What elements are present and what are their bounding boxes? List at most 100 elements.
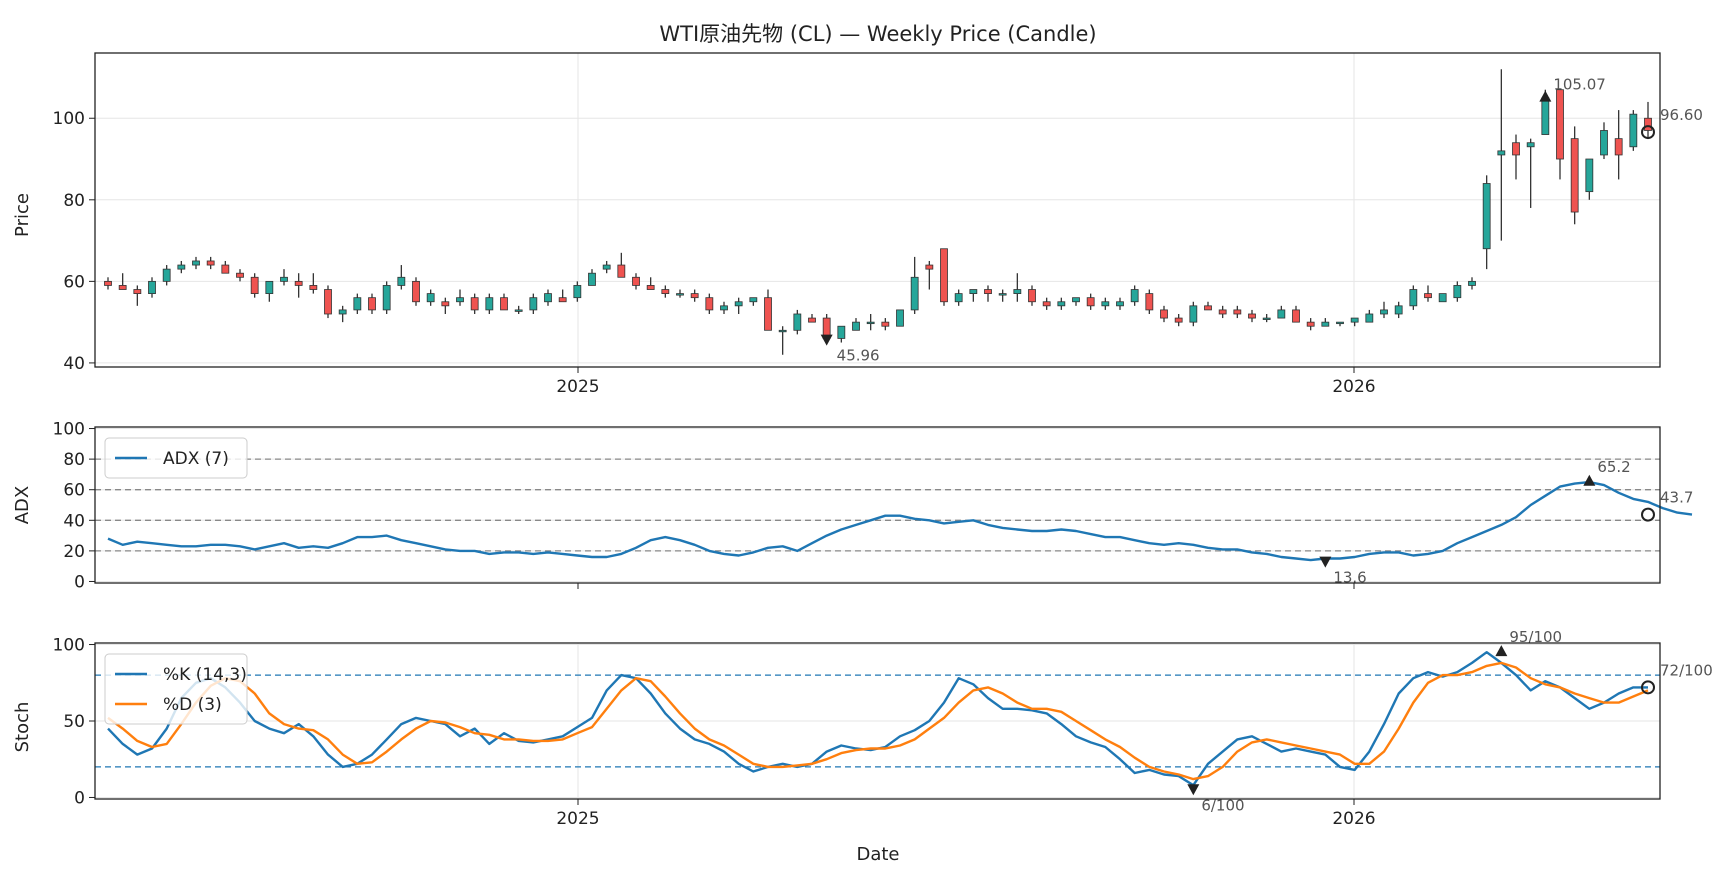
candle-body <box>426 293 435 303</box>
adx-y-tick-label: 60 <box>63 481 85 501</box>
candle-body <box>1057 301 1066 307</box>
candle-body <box>1409 289 1418 307</box>
adx-y-tick-label: 80 <box>63 450 85 470</box>
candle-body <box>940 248 948 303</box>
candle-body <box>1072 297 1080 303</box>
stoch-panel: 0 50 100 2025 2026 95/100 6/100 72/100 %K (14,3)… <box>53 628 1713 829</box>
candle-body <box>1292 309 1300 323</box>
candle-body <box>514 309 523 312</box>
candle-body <box>441 301 450 307</box>
candle-body <box>133 289 142 294</box>
candle-body <box>1233 309 1242 315</box>
candle-body <box>808 317 816 323</box>
candle-body <box>1541 97 1550 135</box>
candle-body <box>1614 138 1623 156</box>
adx-legend-label: ADX (7) <box>163 449 229 469</box>
candle-body <box>206 260 215 266</box>
candle-body <box>1101 301 1110 307</box>
candle-body <box>617 264 626 278</box>
candle-body <box>837 325 846 339</box>
candle-body <box>1350 317 1359 323</box>
candle-body <box>925 264 934 270</box>
candle-body <box>529 297 538 311</box>
adx-y-axis-label: ADX <box>12 486 33 525</box>
candle-body <box>1204 305 1212 311</box>
candle-body <box>720 305 728 311</box>
candle-body <box>104 280 112 286</box>
candle-body <box>1585 158 1594 193</box>
candle-body <box>969 289 978 294</box>
adx-panel: 0 20 40 60 80 100 65.2 13.6 43.7 ADX (7) <box>53 420 1694 593</box>
adx-up-marker <box>1583 474 1596 486</box>
adx-annotation: 43.7 <box>1660 489 1693 507</box>
candle-body <box>573 285 582 299</box>
candle-body <box>588 272 596 286</box>
stoch-legend-box <box>104 653 248 725</box>
candle-body <box>485 297 494 311</box>
adx-series-line-0 <box>107 480 1693 562</box>
price-x-tick-label: 2026 <box>1332 377 1375 397</box>
price-y-tick-label: 100 <box>53 109 85 129</box>
candle-body <box>1174 317 1183 323</box>
candle-body <box>866 321 875 325</box>
candle-body <box>1438 293 1447 303</box>
price-y-tick-label: 80 <box>63 191 85 211</box>
stoch-series-line-1 <box>107 661 1649 781</box>
candle-body <box>778 329 787 333</box>
candle-body <box>1321 321 1330 327</box>
candle-body <box>1526 142 1535 148</box>
candle-body <box>1424 293 1432 299</box>
candle-body <box>558 297 567 303</box>
candle-body <box>1512 142 1520 156</box>
candle-body <box>793 313 802 331</box>
candle-body <box>1570 138 1579 213</box>
candle-body <box>236 272 244 278</box>
candle-body <box>676 293 684 296</box>
price-annotation: 45.96 <box>837 347 880 365</box>
price-up-marker <box>1539 90 1552 102</box>
candle-body <box>1644 117 1652 131</box>
price-down-marker <box>820 334 833 346</box>
candle-body <box>338 309 347 315</box>
candle-body <box>353 297 362 311</box>
price-annotation: 96.60 <box>1660 106 1703 124</box>
candle-body <box>1600 130 1608 156</box>
candle-body <box>118 285 127 290</box>
price-chart-title: WTI原油先物 (CL) — Weekly Price (Candle) <box>659 22 1096 46</box>
adx-legend-box <box>104 437 248 479</box>
adx-annotation: 65.2 <box>1597 458 1630 476</box>
stoch-annotation: 6/100 <box>1201 796 1244 814</box>
candle-body <box>1189 305 1198 323</box>
candle-body <box>1365 313 1374 323</box>
candle-body <box>881 321 890 327</box>
candle-body <box>265 280 274 294</box>
adx-down-marker <box>1319 556 1332 568</box>
candle-body <box>1453 285 1462 299</box>
stoch-legend-label: %K (14,3) <box>163 665 247 685</box>
price-panel: 40 60 80 100 2025 2026 105.07 45.96 96.60 <box>53 52 1703 397</box>
candle-body <box>162 268 171 282</box>
stoch-annotation: 72/100 <box>1660 661 1713 679</box>
candle-body <box>852 321 860 331</box>
adx-y-tick-label: 0 <box>74 572 85 592</box>
candle-body <box>1042 301 1051 307</box>
stoch-frame <box>94 642 1661 800</box>
adx-legend: ADX (7) <box>104 437 248 479</box>
stoch-legend: %K (14,3) %D (3) <box>104 653 248 725</box>
candle-body <box>1629 113 1638 148</box>
candle-body <box>1248 313 1256 319</box>
candle-body <box>221 264 230 274</box>
price-annotation: 105.07 <box>1553 76 1606 94</box>
adx-circle-marker <box>1641 507 1655 522</box>
candle-body <box>646 285 655 290</box>
candle-body <box>910 276 919 311</box>
candle-body <box>280 276 288 282</box>
candle-body <box>192 260 200 266</box>
x-axis-label: Date <box>856 844 899 865</box>
candle-body <box>544 293 552 303</box>
price-y-tick-label: 60 <box>63 272 85 292</box>
candle-body <box>690 293 699 299</box>
adx-y-tick-label: 100 <box>53 420 85 440</box>
